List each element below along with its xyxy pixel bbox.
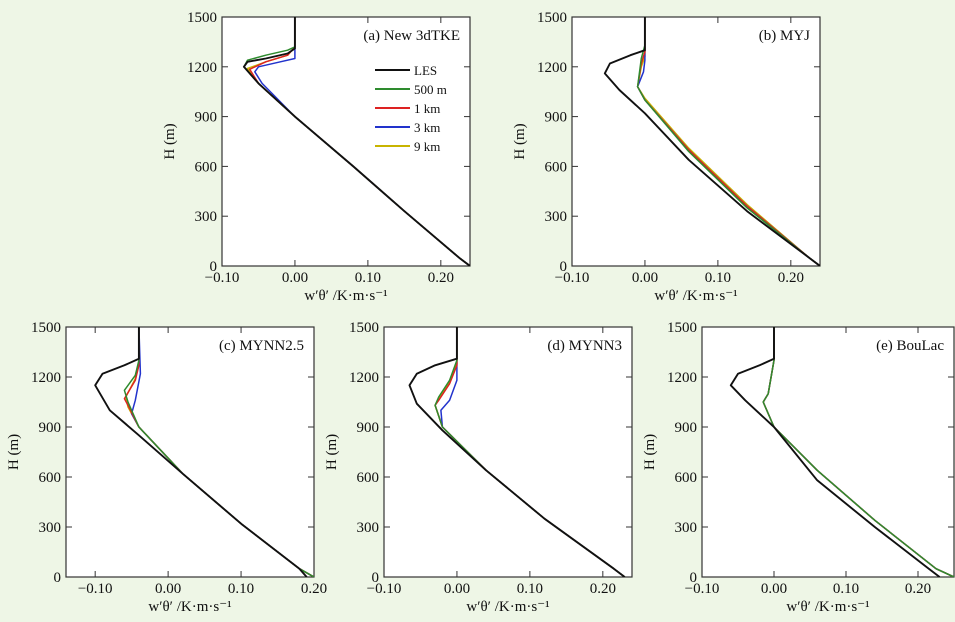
series-line-les (729, 327, 941, 577)
y-tick-label: 0 (372, 570, 380, 586)
x-tick-label: 0.00 (444, 581, 470, 597)
legend-label: 1 km (414, 101, 440, 116)
x-axis-label: w′θ′ /K·m·s⁻¹ (466, 599, 549, 615)
y-tick-label: 1500 (667, 320, 697, 336)
series-line-les (603, 17, 820, 266)
x-tick-label: 0.10 (833, 581, 859, 597)
y-tick-label: 1500 (31, 320, 61, 336)
x-axis-label: w′θ′ /K·m·s⁻¹ (148, 599, 231, 615)
series-group (94, 327, 314, 577)
y-tick-label: 0 (210, 259, 218, 275)
panel-title: (d) MYNN3 (547, 338, 622, 354)
y-axis-label: H (m) (6, 434, 22, 470)
y-tick-label: 600 (195, 159, 218, 175)
plot-frame (571, 16, 821, 267)
y-tick-label: 300 (39, 520, 62, 536)
y-tick-label: 1200 (667, 370, 697, 386)
legend: LES 500 m 1 km 3 km 9 km (375, 63, 447, 154)
series-group (729, 327, 954, 577)
y-tick-label: 300 (195, 209, 218, 225)
y-tick-label: 0 (54, 570, 62, 586)
series-group (603, 17, 820, 266)
x-tick-label: 0.20 (301, 581, 327, 597)
x-tick-label: 0.00 (282, 270, 308, 286)
panel-3: −0.10 0.00 0.10 0.20 0 300 600 900 1200 1500 w′θ′ … (6, 320, 327, 615)
y-tick-label: 600 (675, 470, 698, 486)
legend-label: LES (414, 63, 437, 78)
legend-label: 3 km (414, 120, 440, 135)
y-tick-label: 600 (357, 470, 380, 486)
y-tick-label: 1200 (537, 60, 567, 76)
x-tick-label: −0.10 (555, 270, 590, 286)
panel-title: (c) MYNN2.5 (219, 338, 304, 354)
panel-title: (b) MYJ (759, 28, 810, 44)
x-tick-label: 0.20 (778, 270, 804, 286)
x-tick-label: −0.10 (205, 270, 240, 286)
panel-title: (e) BouLac (876, 338, 944, 354)
y-tick-label: 900 (195, 110, 218, 126)
x-tick-label: 0.00 (761, 581, 787, 597)
y-axis-label: H (m) (162, 123, 178, 159)
x-tick-label: 0.00 (155, 581, 181, 597)
x-tick-label: −0.10 (367, 581, 402, 597)
x-tick-label: 0.10 (355, 270, 381, 286)
y-tick-label: 1500 (187, 10, 217, 26)
x-tick-label: −0.10 (78, 581, 113, 597)
x-axis-label: w′θ′ /K·m·s⁻¹ (654, 288, 737, 304)
y-tick-label: 900 (675, 420, 698, 436)
series-group (408, 327, 626, 577)
x-tick-label: 0.10 (705, 270, 731, 286)
panel-2: −0.10 0.00 0.10 0.20 0 300 600 900 1200 1500 w′θ′ … (512, 10, 821, 304)
y-tick-label: 1200 (187, 60, 217, 76)
x-tick-label: 0.20 (590, 581, 616, 597)
panel-1: −0.10 0.00 0.10 0.20 0 300 600 900 1200 1500 w′θ′ … (162, 10, 471, 304)
y-tick-label: 1500 (349, 320, 379, 336)
y-axis-label: H (m) (324, 434, 340, 470)
series-group (242, 17, 470, 266)
y-tick-label: 900 (39, 420, 62, 436)
panel-4: −0.10 0.00 0.10 0.20 0 300 600 900 1200 1500 w′θ′ … (324, 320, 633, 615)
y-tick-label: 300 (357, 520, 380, 536)
y-tick-label: 600 (545, 159, 568, 175)
y-tick-label: 300 (545, 209, 568, 225)
y-tick-label: 1200 (31, 370, 61, 386)
x-axis-label: w′θ′ /K·m·s⁻¹ (304, 288, 387, 304)
panel-5: −0.10 0.00 0.10 0.20 0 300 600 900 1200 1500 w′θ′ … (642, 320, 955, 615)
x-tick-label: 0.20 (905, 581, 931, 597)
x-axis-label: w′θ′ /K·m·s⁻¹ (786, 599, 869, 615)
x-tick-label: 0.10 (517, 581, 543, 597)
legend-label: 9 km (414, 139, 440, 154)
plot-frame (701, 326, 955, 578)
series-line-les (408, 327, 626, 577)
y-axis-label: H (m) (642, 434, 658, 470)
y-tick-label: 900 (545, 110, 568, 126)
y-tick-label: 1500 (537, 10, 567, 26)
series-line-les (94, 327, 308, 577)
x-tick-label: 0.10 (228, 581, 254, 597)
y-tick-label: 900 (357, 420, 380, 436)
panel-title: (a) New 3dTKE (363, 28, 460, 44)
plot-frame (383, 326, 633, 578)
y-axis-label: H (m) (512, 123, 528, 159)
x-tick-label: 0.00 (632, 270, 658, 286)
x-tick-label: −0.10 (685, 581, 720, 597)
x-tick-label: 0.20 (428, 270, 454, 286)
y-tick-label: 0 (690, 570, 698, 586)
y-tick-label: 0 (560, 259, 568, 275)
plot-frame (65, 326, 315, 578)
series-line-les (242, 17, 470, 266)
legend-label: 500 m (414, 82, 447, 97)
y-tick-label: 300 (675, 520, 698, 536)
y-tick-label: 1200 (349, 370, 379, 386)
y-tick-label: 600 (39, 470, 62, 486)
